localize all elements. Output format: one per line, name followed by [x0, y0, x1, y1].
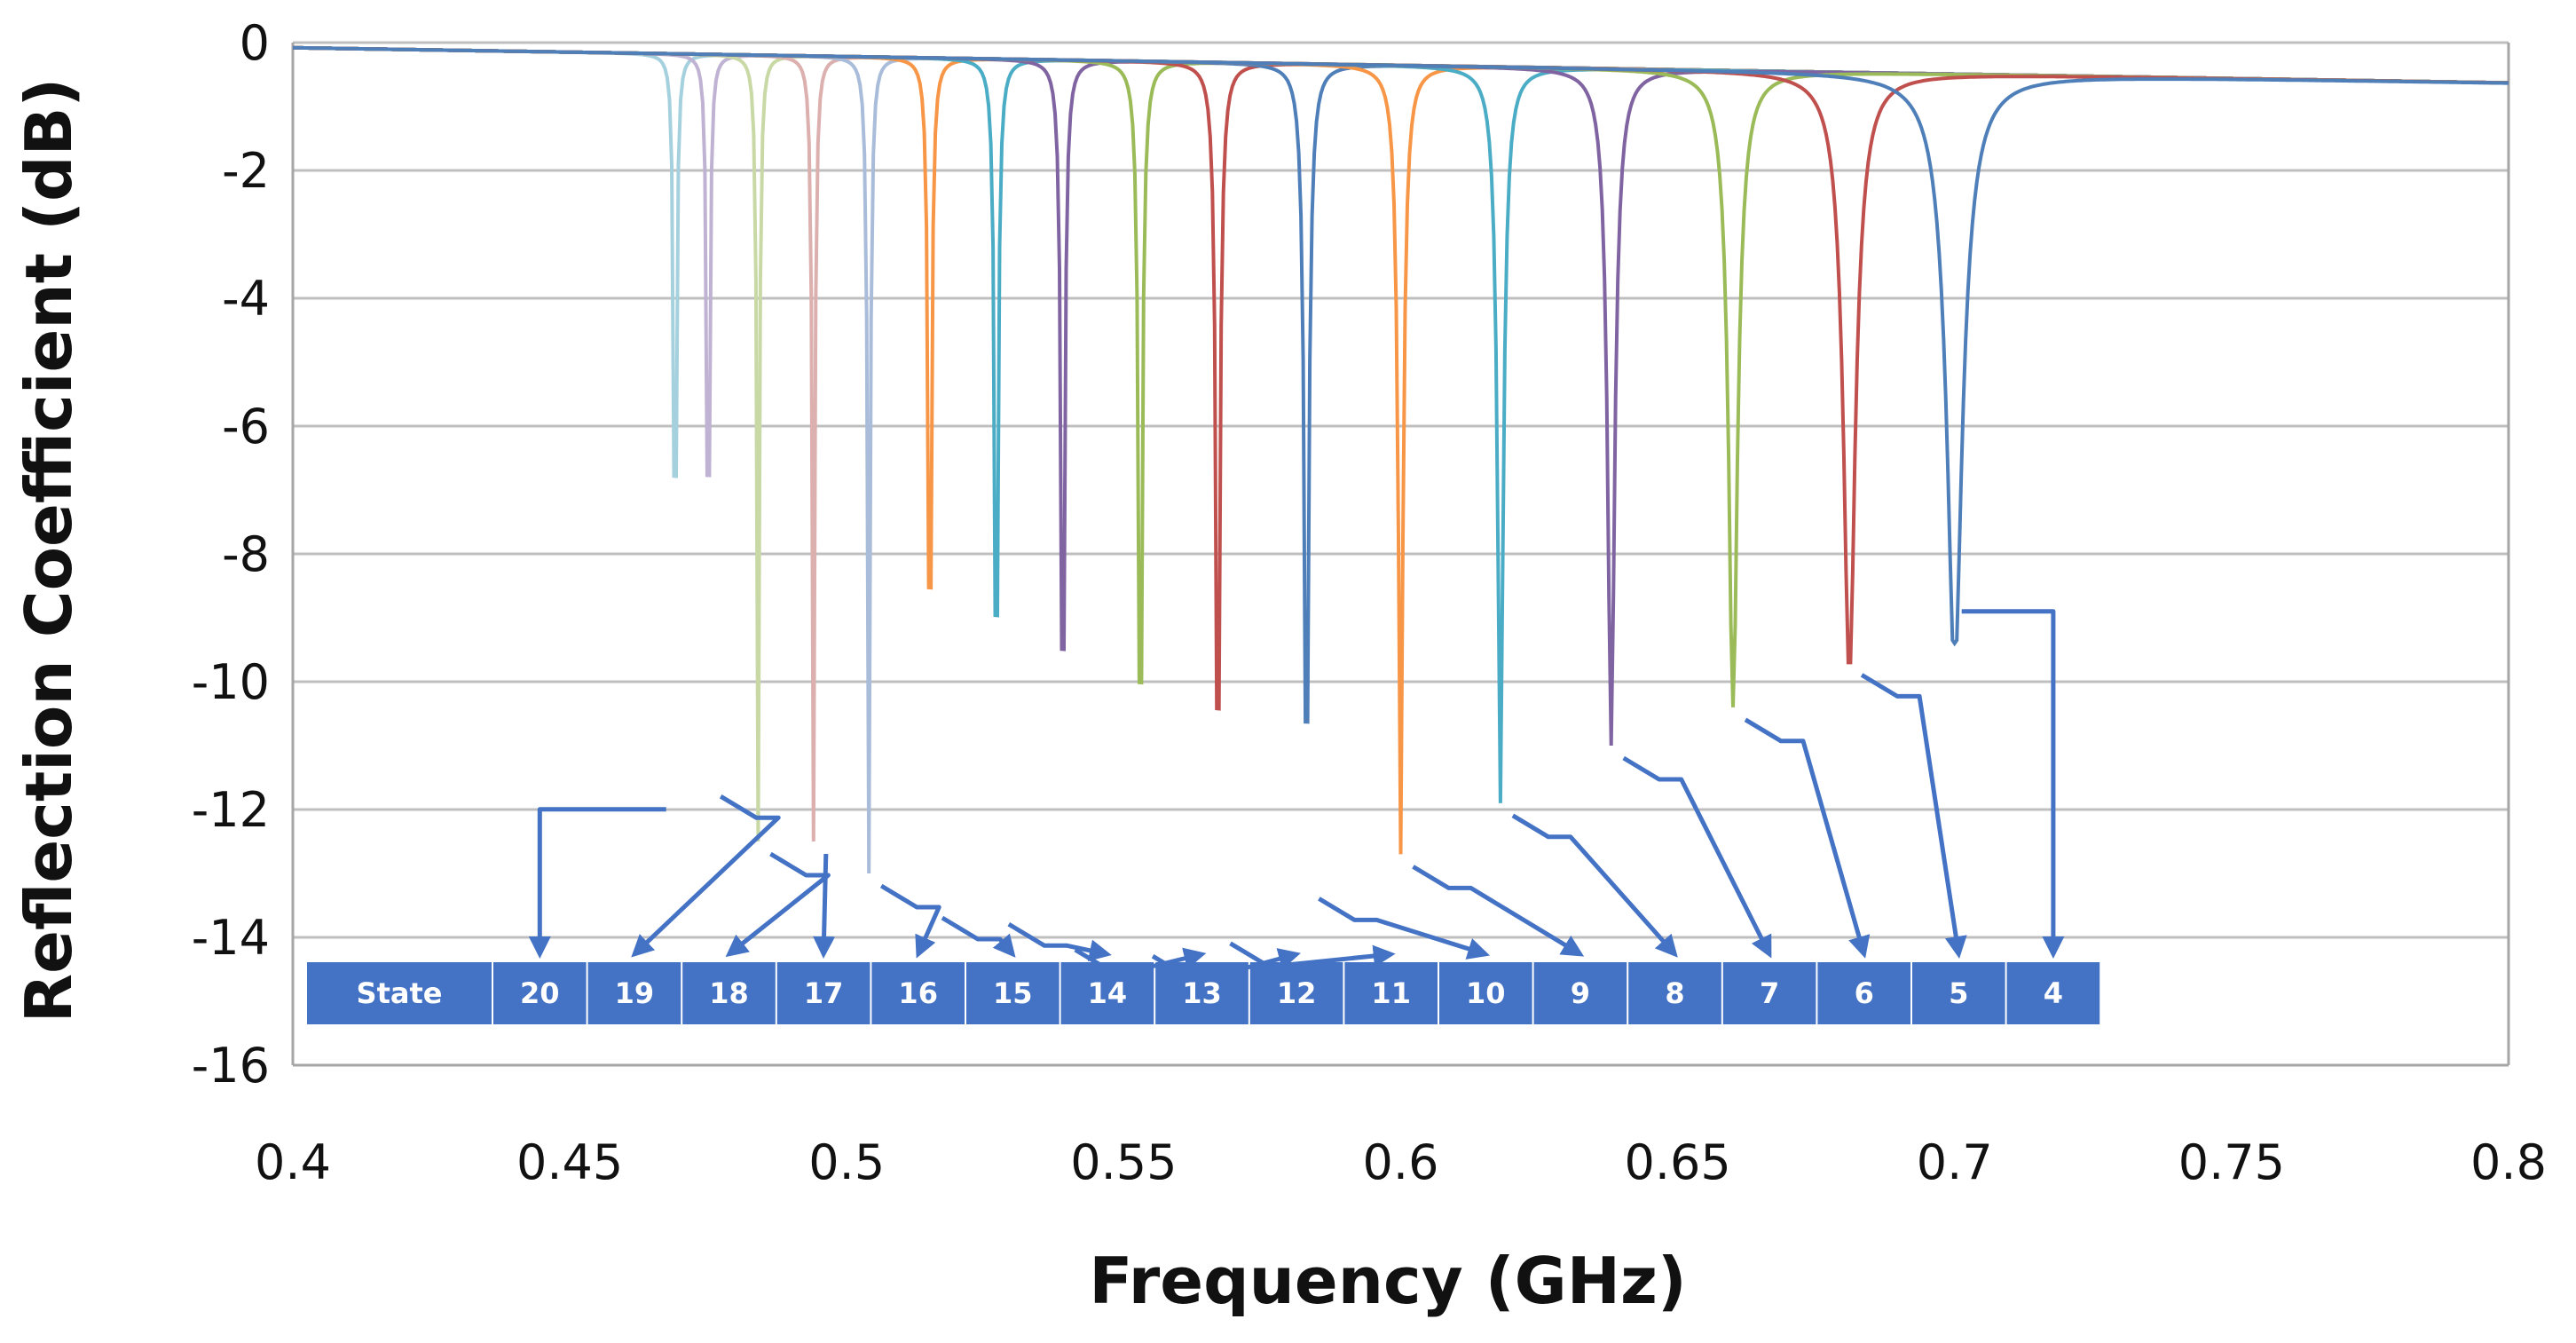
state-arrow-18 — [725, 851, 831, 958]
series-curve-state-20 — [293, 45, 2509, 478]
state-cell-9 — [1533, 962, 1627, 1024]
state-cell-6 — [1817, 962, 1910, 1024]
state-arrow-4 — [1961, 609, 2065, 959]
series-curve-state-13 — [293, 45, 2509, 652]
x-axis-title: Frequency (GHz) — [1089, 1244, 1687, 1318]
state-arrow-19 — [631, 794, 781, 958]
state-cell-5 — [1912, 962, 2005, 1024]
state-cell-label: 13 — [1182, 976, 1222, 1010]
y-tick-label: -4 — [222, 271, 270, 327]
state-cell-label: 16 — [898, 976, 938, 1010]
state-cell-label: 17 — [804, 976, 844, 1010]
axes — [291, 43, 2510, 1067]
state-cell-label: 10 — [1466, 976, 1506, 1010]
x-tick-label: 0.5 — [808, 1134, 885, 1190]
state-arrow-8 — [1511, 813, 1678, 958]
x-tick-label: 0.7 — [1917, 1134, 1993, 1190]
state-cell-8 — [1628, 962, 1721, 1024]
state-arrow-6 — [1744, 717, 1871, 959]
series-curve-state-12 — [293, 45, 2509, 685]
x-tick-label: 0.8 — [2470, 1134, 2547, 1190]
y-tick-label: -12 — [192, 782, 270, 838]
state-cell-11 — [1344, 962, 1438, 1024]
state-cell-14 — [1060, 962, 1154, 1024]
state-cell-label: 4 — [2044, 976, 2063, 1010]
series-curve-state-9 — [293, 45, 2509, 855]
state-arrow-14 — [1007, 922, 1112, 962]
state-cell-10 — [1439, 962, 1532, 1024]
state-arrow-11 — [1229, 941, 1396, 968]
series-curve-state-14 — [293, 45, 2509, 618]
state-cell-label: 11 — [1371, 976, 1411, 1010]
state-arrow-20 — [528, 807, 666, 959]
state-cell-label: 9 — [1571, 976, 1590, 1010]
y-axis-title: Reflection Coefficient (dB) — [12, 78, 86, 1023]
state-cell-label: 5 — [1949, 976, 1968, 1010]
y-tick-label: -2 — [222, 143, 270, 199]
state-arrow-9 — [1412, 865, 1585, 957]
state-arrow-10 — [1318, 897, 1491, 960]
tick-labels: 0 -2 -4 -6 -8 -10 -12 -14 -16 0.4 0.45 0.5 0.55 0.6 0.… — [192, 15, 2547, 1190]
state-cell-20 — [493, 962, 587, 1024]
state-cell-label: 14 — [1088, 976, 1128, 1010]
y-tick-label: 0 — [240, 15, 270, 71]
state-cell-17 — [776, 962, 870, 1024]
state-arrows — [528, 609, 2065, 980]
state-arrow-16 — [879, 883, 941, 959]
y-tick-label: -10 — [192, 654, 270, 710]
y-tick-label: -14 — [192, 910, 270, 966]
state-header-cell — [307, 962, 492, 1024]
state-cell-label: 18 — [709, 976, 749, 1010]
series-curve-state-15 — [293, 45, 2509, 590]
state-cell-13 — [1155, 962, 1249, 1024]
state-arrow-5 — [1860, 673, 1967, 959]
series-curve-state-5 — [293, 45, 2509, 665]
x-tick-label: 0.6 — [1363, 1134, 1439, 1190]
x-tick-label: 0.4 — [255, 1134, 331, 1190]
state-cell-12 — [1249, 962, 1343, 1024]
state-cell-label: 8 — [1665, 976, 1684, 1010]
state-cell-label: 19 — [615, 976, 655, 1010]
state-cell-label: 6 — [1855, 976, 1874, 1010]
state-cell-18 — [682, 962, 776, 1024]
x-tick-label: 0.65 — [1625, 1134, 1731, 1190]
state-cell-16 — [871, 962, 965, 1024]
y-tick-label: -6 — [222, 399, 270, 454]
state-arrow-17 — [813, 853, 836, 959]
state-table: State 20 19 18 17 16 15 14 13 12 11 10 9 8 7 6 5 4 — [307, 962, 2100, 1024]
state-cell-label: 20 — [520, 976, 560, 1010]
grid — [293, 41, 2509, 1067]
series-curve-state-19 — [293, 45, 2509, 478]
state-cell-label: 7 — [1760, 976, 1779, 1010]
x-tick-label: 0.45 — [516, 1134, 623, 1190]
state-arrow-15 — [941, 915, 1016, 958]
state-cell-19 — [587, 962, 681, 1024]
state-cell-15 — [966, 962, 1060, 1024]
state-cell-4 — [2006, 962, 2100, 1024]
state-cell-label: 12 — [1277, 976, 1317, 1010]
state-cell-7 — [1722, 962, 1816, 1024]
state-header-label: State — [357, 976, 443, 1010]
y-tick-label: -8 — [222, 526, 270, 582]
state-arrow-7 — [1622, 755, 1772, 959]
state-cell-label: 15 — [993, 976, 1033, 1010]
x-tick-label: 0.55 — [1070, 1134, 1177, 1190]
series-curves — [293, 45, 2509, 874]
x-tick-label: 0.75 — [2178, 1134, 2285, 1190]
y-tick-label: -16 — [192, 1038, 270, 1094]
series-curve-state-4 — [293, 45, 2509, 647]
